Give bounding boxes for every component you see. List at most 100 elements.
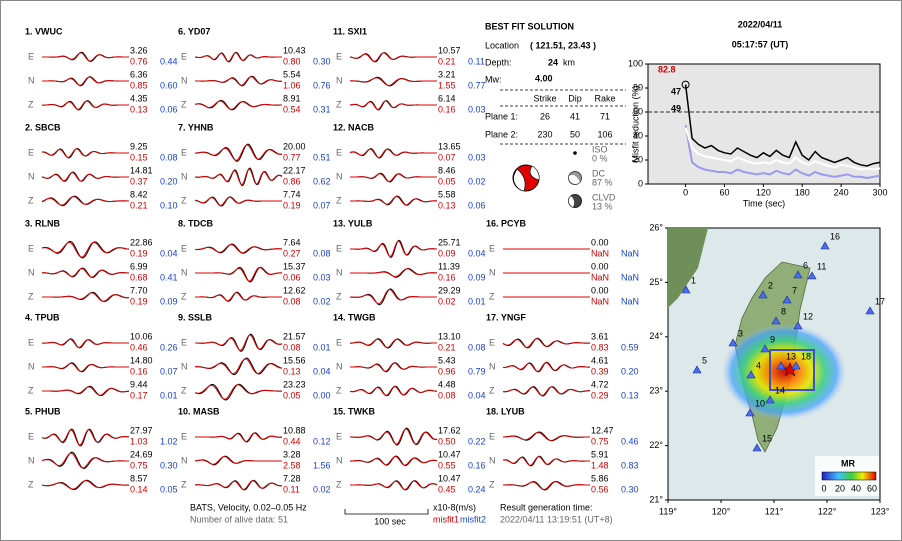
column-header: Strike	[533, 93, 556, 103]
station-marker	[771, 316, 781, 325]
x-tick-label: 240	[834, 187, 849, 197]
lon-label: 122°	[818, 506, 837, 516]
synthetic-trace	[350, 480, 438, 491]
misfit2: 0.83	[621, 460, 639, 470]
lat-label: 23°	[649, 386, 663, 396]
station-marker	[760, 344, 770, 353]
station-label: 4. TPUB	[25, 312, 60, 322]
amplitude: 8.57	[130, 473, 148, 483]
amplitude: 3.21	[438, 69, 456, 79]
misfit2: 0.30	[621, 484, 639, 494]
column-header: Rake	[594, 93, 615, 103]
misfit2: 0.20	[160, 176, 178, 186]
component-label: N	[28, 75, 35, 85]
synthetic-trace	[41, 452, 129, 469]
component-label: Z	[181, 291, 187, 301]
component-label: N	[489, 455, 496, 465]
component-label: E	[489, 243, 495, 253]
amplitude: 5.43	[438, 355, 456, 365]
amplitude: 10.57	[438, 45, 461, 55]
amplitude: 6.36	[130, 69, 148, 79]
station-marker	[807, 271, 817, 280]
misfit1: NaN	[591, 248, 609, 258]
misfit1: 0.29	[591, 390, 609, 400]
synthetic-trace	[195, 292, 282, 302]
x-tick-label: 180	[795, 187, 810, 197]
misfit1: 0.75	[591, 436, 609, 446]
misfit1: 0.77	[283, 152, 301, 162]
component-label: E	[181, 431, 187, 441]
misfit2: 0.04	[160, 248, 178, 258]
peak-label: 82.8	[658, 64, 676, 74]
synthetic-trace	[42, 268, 130, 278]
dc-icon-white	[568, 174, 580, 184]
depth: 24	[548, 57, 558, 67]
misfit2: 0.06	[468, 200, 486, 210]
synthetic-trace	[350, 77, 437, 86]
synthetic-trace	[350, 173, 437, 183]
misfit2: 0.01	[313, 342, 331, 352]
misfit2: 0.12	[313, 436, 331, 446]
misfit2: 1.02	[160, 436, 178, 446]
misfit1: 0.06	[283, 272, 301, 282]
station-marker	[752, 443, 762, 452]
misfit2: 0.08	[468, 342, 486, 352]
misfit2: 0.07	[160, 366, 178, 376]
station-label: 18. LYUB	[486, 406, 525, 416]
misfit1: 1.03	[130, 436, 148, 446]
station-number: 14	[775, 385, 785, 395]
misfit1: 0.68	[130, 272, 148, 282]
amplitude: 10.47	[438, 473, 461, 483]
misfit1: 0.86	[283, 176, 301, 186]
component-label: Z	[336, 195, 342, 205]
result-time: 2022/04/11 13:19:51 (UT+8)	[500, 514, 613, 524]
x-tick-label: 300	[872, 187, 887, 197]
scale-label: 100 sec	[374, 516, 406, 526]
misfit2: 0.22	[468, 436, 486, 446]
synthetic-trace	[42, 338, 129, 349]
station-label: 8. TDCB	[178, 218, 214, 228]
synthetic-trace	[350, 196, 437, 206]
misfit2: 0.41	[160, 272, 178, 282]
component-label: N	[181, 455, 188, 465]
misfit2: 0.03	[468, 152, 486, 162]
component-label: N	[28, 455, 35, 465]
component-label: E	[28, 337, 34, 347]
misfit-line	[684, 127, 881, 171]
misfit1: 0.16	[130, 366, 148, 376]
misfit1: 1.06	[283, 80, 301, 90]
lat-label: 21°	[649, 494, 663, 504]
x-tick-label: 60	[719, 187, 729, 197]
synthetic-trace	[350, 268, 437, 277]
y-tick-label: 80	[633, 82, 643, 92]
misfit2: 0.09	[468, 272, 486, 282]
component-label: Z	[181, 479, 187, 489]
station-number: 9	[770, 334, 775, 344]
annotation: 47	[671, 86, 681, 96]
synthetic-trace	[42, 148, 129, 158]
station-label: 15. TWKB	[333, 406, 376, 416]
misfit1: 0.46	[130, 342, 148, 352]
misfit1: 0.13	[130, 104, 148, 114]
plane-value: 26	[540, 111, 550, 121]
misfit2: 0.77	[468, 80, 486, 90]
plane-value: 50	[570, 129, 580, 139]
misfit1: NaN	[591, 272, 609, 282]
station-label: 10. MASB	[178, 406, 220, 416]
station-marker	[746, 370, 756, 379]
misfit1: 0.02	[438, 296, 456, 306]
station-marker	[793, 270, 803, 279]
component-label: Z	[28, 385, 34, 395]
component-name: DC	[592, 168, 605, 178]
peak-marker	[681, 80, 690, 89]
synthetic-trace	[41, 171, 129, 182]
lon-label: 123°	[871, 506, 890, 516]
china-coast	[668, 228, 708, 308]
mw: 4.00	[535, 73, 553, 83]
component-label: N	[28, 171, 35, 181]
amplitude: 22.17	[283, 165, 306, 175]
station-number: 18	[801, 351, 811, 361]
station-marker	[692, 365, 702, 374]
station-label: 12. NACB	[333, 122, 375, 132]
component-label: N	[181, 75, 188, 85]
